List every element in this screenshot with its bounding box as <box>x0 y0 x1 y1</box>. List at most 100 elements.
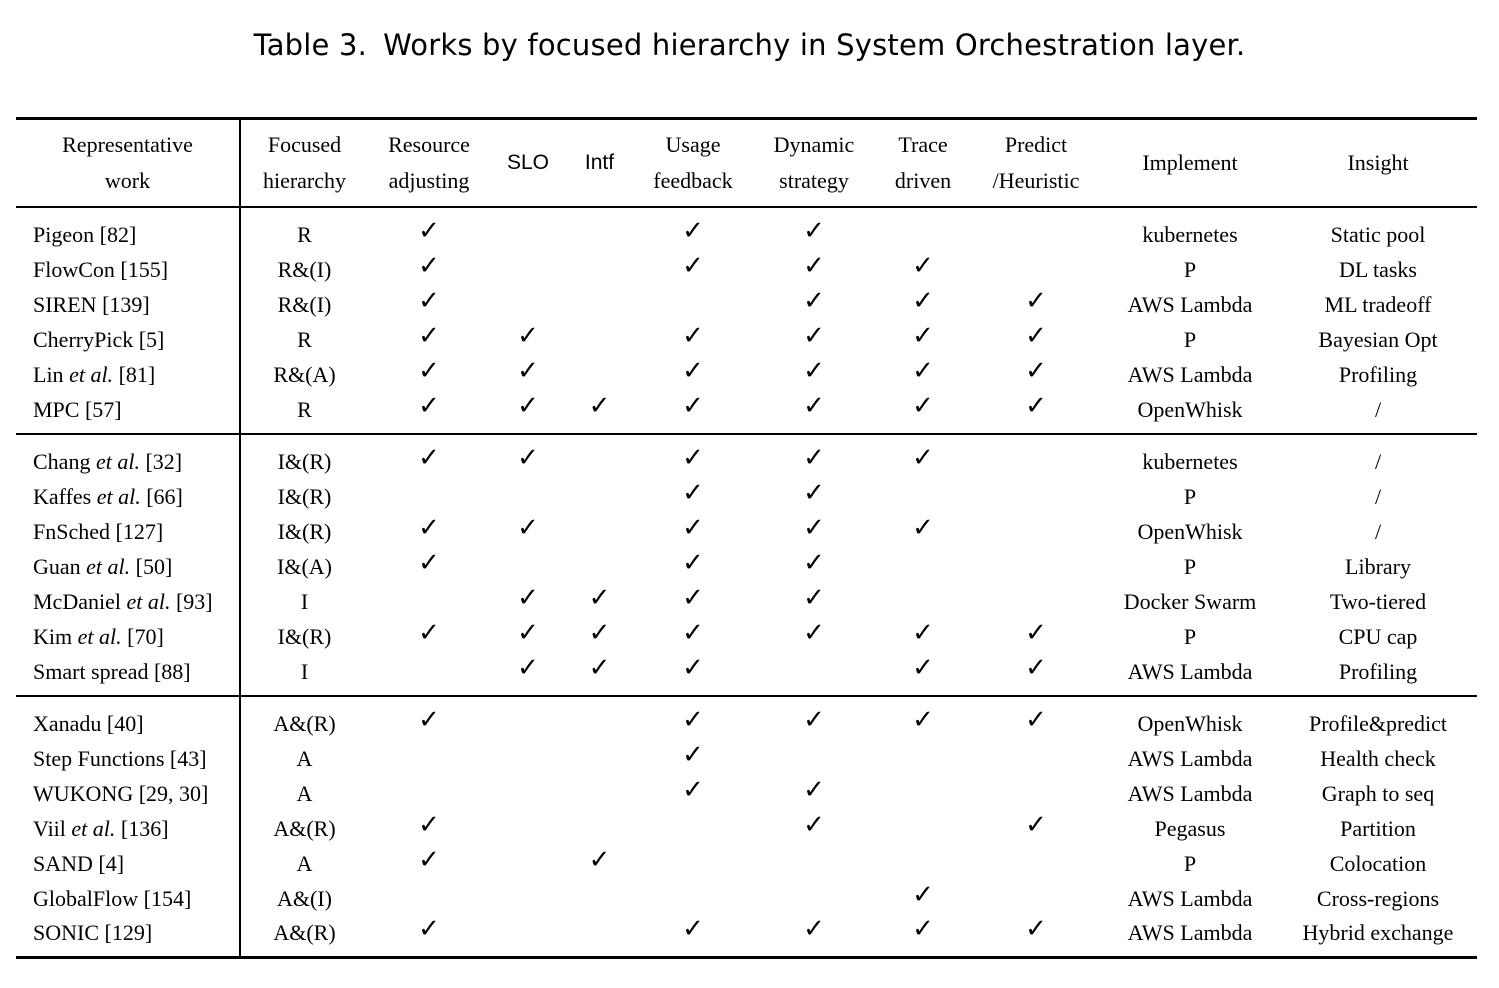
cell-slo <box>490 742 566 777</box>
cell-trace: ✓ <box>875 323 971 358</box>
cell-work: GlobalFlow [154] <box>16 881 241 917</box>
cell-slo <box>490 253 566 288</box>
check-mark: ✓ <box>418 705 440 735</box>
cell-implement: P <box>1183 851 1197 876</box>
et-al: et al. <box>71 816 116 841</box>
work-name: Guan <box>33 554 81 579</box>
cell-usage: ✓ <box>633 620 753 655</box>
cell-resource: ✓ <box>368 434 490 480</box>
cell-insight: Two-tiered <box>1329 589 1427 614</box>
header-hierarchy-line: hierarchy <box>262 167 347 193</box>
check-mark: ✓ <box>517 356 539 386</box>
check-mark: ✓ <box>682 652 704 683</box>
work-ref: [129] <box>104 920 153 946</box>
cell-insight: Hybrid exchange <box>1302 920 1454 946</box>
cell-slo <box>490 882 566 917</box>
check-mark: ✓ <box>682 443 704 473</box>
work-ref: [155] <box>120 257 169 282</box>
cell-slo: ✓ <box>490 585 566 620</box>
cell-dynamic: ✓ <box>753 620 875 655</box>
cell-implement: Docker Swarm <box>1123 589 1257 614</box>
cell-resource: ✓ <box>368 550 490 585</box>
table-row: Guan et al. [50] I&(A) ✓ ✓ ✓ P Library <box>16 549 1477 585</box>
check-mark: ✓ <box>588 845 611 875</box>
check-mark: ✓ <box>912 443 934 473</box>
check-mark: ✓ <box>588 583 611 613</box>
check-mark: ✓ <box>803 513 825 543</box>
cell-dynamic: ✓ <box>753 916 875 958</box>
header-work-line: Representative <box>62 131 193 157</box>
check-mark: ✓ <box>803 478 825 508</box>
check-mark: ✓ <box>682 513 704 543</box>
header-implement: Implement <box>1101 119 1279 207</box>
cell-trace: ✓ <box>875 358 971 393</box>
check-mark: ✓ <box>912 321 934 351</box>
header-trace-line: Trace <box>898 131 948 157</box>
check-mark: ✓ <box>1025 390 1047 421</box>
cell-insight: Profiling <box>1338 362 1418 387</box>
cell-work: Step Functions [43] <box>16 741 241 777</box>
check-mark: ✓ <box>682 321 704 351</box>
work-name: FnSched <box>33 519 110 544</box>
header-intf: Intf <box>566 119 633 207</box>
cell-trace: ✓ <box>875 515 971 550</box>
cell-work: SIREN [139] <box>16 287 241 323</box>
cell-dynamic: ✓ <box>753 812 875 847</box>
cell-usage <box>633 847 753 882</box>
check-mark: ✓ <box>803 356 825 386</box>
work-name: Smart spread <box>33 658 149 684</box>
cell-dynamic: ✓ <box>753 288 875 323</box>
cell-insight: ML tradeoff <box>1324 292 1432 317</box>
cell-dynamic <box>753 847 875 882</box>
check-mark: ✓ <box>588 618 611 648</box>
check-mark: ✓ <box>517 513 539 543</box>
header-dynamic: Dynamic strategy <box>753 119 875 207</box>
cell-predict <box>971 777 1101 812</box>
cell-predict: ✓ <box>971 655 1101 696</box>
cell-slo <box>490 480 566 515</box>
cell-hierarchy: A <box>296 781 313 806</box>
cell-dynamic: ✓ <box>753 515 875 550</box>
cell-intf <box>566 434 633 480</box>
cell-resource <box>368 777 490 812</box>
cell-hierarchy: R <box>297 222 312 247</box>
work-name: WUKONG <box>33 781 134 806</box>
work-ref: [4] <box>98 851 125 876</box>
header-trace-line: driven <box>894 167 952 193</box>
check-mark: ✓ <box>418 321 440 351</box>
cell-slo: ✓ <box>490 358 566 393</box>
caption-number: Table 3. <box>253 28 368 62</box>
et-al: et al. <box>77 624 122 649</box>
cell-trace <box>875 550 971 585</box>
work-name: Kim <box>33 624 73 649</box>
work-name: Kaffes <box>33 484 92 509</box>
cell-insight: Profiling <box>1338 658 1418 684</box>
cell-resource: ✓ <box>368 253 490 288</box>
cell-work: McDaniel et al. [93] <box>16 584 241 620</box>
et-al: et al. <box>95 449 140 474</box>
header-row: Representative work Focused hierarchy Resour… <box>16 118 1477 207</box>
work-ref: [40] <box>106 711 144 736</box>
cell-resource: ✓ <box>368 207 490 253</box>
cell-dynamic: ✓ <box>753 434 875 480</box>
check-mark: ✓ <box>682 740 704 770</box>
table-row: Step Functions [43] A ✓ AWS Lambda Health ch… <box>16 740 1477 777</box>
cell-resource: ✓ <box>368 393 490 434</box>
work-name: FlowCon <box>33 257 115 282</box>
check-mark: ✓ <box>912 705 934 735</box>
cell-implement: P <box>1183 554 1197 579</box>
cell-dynamic: ✓ <box>753 550 875 585</box>
check-mark: ✓ <box>682 914 704 945</box>
cell-dynamic <box>753 655 875 696</box>
cell-predict <box>971 207 1101 253</box>
table-row: Pigeon [82] R ✓ ✓ ✓ kubernetes Static pool <box>16 206 1477 253</box>
check-mark: ✓ <box>803 705 825 735</box>
cell-trace: ✓ <box>875 620 971 655</box>
cell-implement: kubernetes <box>1142 449 1238 474</box>
cell-hierarchy: A <box>296 746 313 771</box>
work-ref: [57] <box>84 396 122 422</box>
check-mark: ✓ <box>517 321 539 351</box>
cell-resource <box>368 655 490 696</box>
cell-slo <box>490 812 566 847</box>
cell-predict: ✓ <box>971 393 1101 434</box>
